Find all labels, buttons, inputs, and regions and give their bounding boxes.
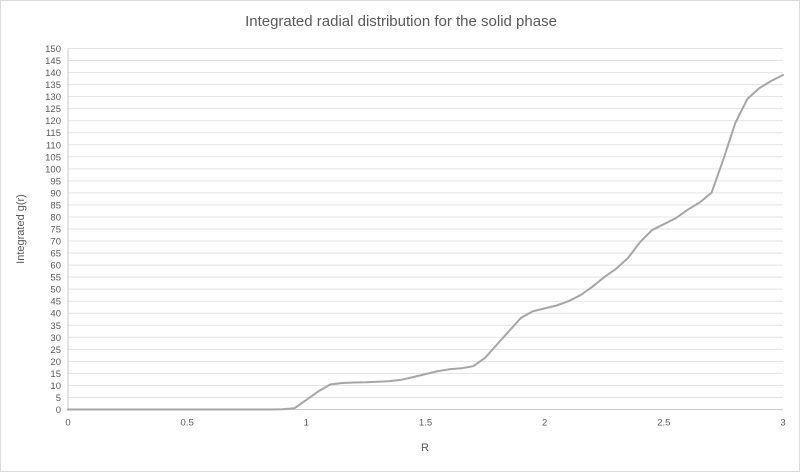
y-tick-label: 75 bbox=[50, 225, 61, 236]
y-tick-label: 120 bbox=[45, 116, 61, 127]
chart-title: Integrated radial distribution for the s… bbox=[245, 13, 557, 30]
y-tick-label: 15 bbox=[50, 369, 61, 380]
y-tick-label: 0 bbox=[56, 405, 61, 416]
y-axis-title: Integrated g(r) bbox=[15, 194, 27, 264]
y-tick-label: 105 bbox=[45, 152, 61, 163]
series-line bbox=[67, 74, 784, 411]
y-tick-label: 10 bbox=[50, 381, 61, 392]
y-tick-label: 130 bbox=[45, 92, 61, 103]
y-tick-label: 40 bbox=[50, 309, 61, 320]
x-tick-label: 1.5 bbox=[419, 418, 432, 429]
x-tick-label: 0 bbox=[65, 418, 70, 429]
y-tick-label: 50 bbox=[50, 285, 61, 296]
y-tick-label: 135 bbox=[45, 80, 61, 91]
y-tick-label: 110 bbox=[46, 140, 61, 151]
y-tick-label: 125 bbox=[45, 104, 61, 115]
y-tick-label: 140 bbox=[45, 68, 61, 79]
y-tick-label: 100 bbox=[45, 164, 61, 175]
y-tick-label: 20 bbox=[50, 357, 61, 368]
y-tick-label: 45 bbox=[50, 297, 61, 308]
y-tick-label: 85 bbox=[50, 200, 61, 211]
y-tick-label: 90 bbox=[50, 188, 61, 199]
y-tick-label: 65 bbox=[50, 249, 61, 260]
x-tick-label: 2 bbox=[542, 418, 547, 429]
x-tick-label: 2.5 bbox=[657, 418, 670, 429]
y-tick-label: 5 bbox=[56, 393, 61, 404]
y-tick-label: 70 bbox=[50, 237, 61, 248]
y-tick-label: 55 bbox=[50, 273, 61, 284]
y-tick-label: 80 bbox=[50, 212, 61, 223]
x-tick-label: 0.5 bbox=[181, 418, 194, 429]
y-tick-label: 150 bbox=[45, 44, 61, 55]
y-tick-label: 25 bbox=[50, 345, 61, 356]
y-tick-label: 145 bbox=[45, 56, 61, 67]
y-tick-label: 95 bbox=[50, 176, 61, 187]
y-tick-label: 115 bbox=[46, 128, 61, 139]
x-tick-label: 3 bbox=[780, 418, 785, 429]
x-axis-title: R bbox=[421, 442, 429, 454]
y-tick-label: 30 bbox=[50, 333, 61, 344]
x-tick-label: 1 bbox=[304, 418, 309, 429]
y-tick-label: 35 bbox=[50, 321, 61, 332]
y-tick-label: 60 bbox=[50, 261, 61, 272]
